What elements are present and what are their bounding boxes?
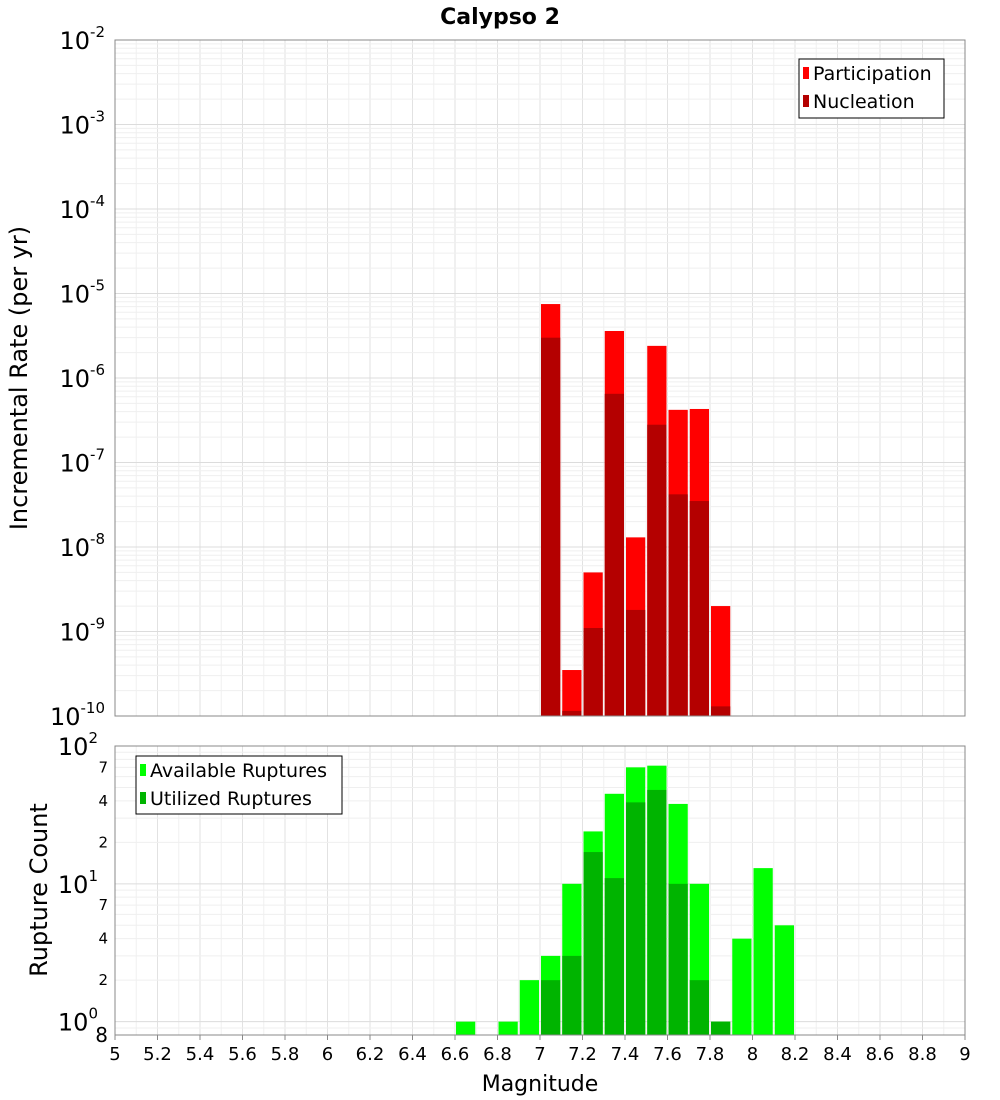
y-tick-label: 8 [95,1023,108,1047]
bottom-bar-utilized-ruptures [583,852,603,1035]
bottom-y-axis-label: Rupture Count [25,803,53,977]
top-bar-nucleation [626,609,646,716]
x-tick-label: 5.2 [143,1044,172,1065]
x-tick-label: 7.8 [696,1044,725,1065]
y-tick-label: 10-7 [59,446,105,478]
legend-label-participation: Participation [813,63,932,85]
x-tick-label: 9 [959,1044,970,1065]
top-bar-nucleation [562,710,582,716]
y-tick-label: 2 [98,833,108,851]
legend-swatch-utilized [140,792,146,804]
x-tick-label: 5.6 [228,1044,257,1065]
y-tick-label: 100 [58,1005,98,1037]
legend-swatch-nucleation [803,95,809,107]
bottom-bar-utilized-ruptures [562,955,582,1035]
legend-label-available: Available Ruptures [150,760,327,782]
y-tick-label: 10-8 [59,530,105,562]
chart-title: Calypso 2 [440,5,560,30]
legend-swatch-available [140,764,146,776]
y-tick-label: 4 [98,792,108,810]
top-grid [114,40,966,717]
y-tick-label: 4 [98,930,108,948]
x-tick-label: 7.4 [611,1044,640,1065]
x-axis-ticks: 5 5.2 5.4 5.6 5.8 6 6.2 6.4 6.6 6.8 7 7.2 7.4 7.6 7.8 8… [109,1035,971,1065]
x-axis-label: Magnitude [482,1072,599,1097]
bottom-bar-available-ruptures [519,980,539,1035]
bottom-bar-utilized-ruptures [647,789,667,1035]
bottom-bar-utilized-ruptures [541,980,561,1035]
bottom-bar-utilized-ruptures [711,1021,731,1035]
y-tick-label: 7 [98,758,108,776]
legend-label-nucleation: Nucleation [813,91,915,113]
x-tick-label: 6 [322,1044,333,1065]
top-bar-nucleation [711,706,731,716]
bottom-bar-available-ruptures [732,938,752,1035]
x-tick-label: 6.4 [398,1044,427,1065]
y-tick-label: 10-5 [59,277,105,309]
top-bar-nucleation [541,337,561,716]
x-tick-label: 8.4 [823,1044,852,1065]
top-y-axis-label: Incremental Rate (per yr) [5,226,33,530]
x-tick-label: 8 [747,1044,758,1065]
bottom-bars [456,765,794,1035]
x-tick-label: 5 [109,1044,120,1065]
x-tick-label: 8.6 [866,1044,895,1065]
top-legend: Participation Nucleation [798,58,945,119]
x-tick-label: 8.8 [908,1044,937,1065]
bottom-bar-utilized-ruptures [689,980,709,1035]
x-tick-label: 6.2 [356,1044,385,1065]
y-tick-label: 10-10 [50,699,105,731]
x-tick-label: 5.8 [271,1044,300,1065]
bottom-bar-available-ruptures [456,1021,476,1035]
top-bar-nucleation [604,393,624,716]
top-bar-participation [562,670,582,716]
x-tick-label: 7.6 [653,1044,682,1065]
top-legend-box [798,58,945,119]
y-tick-label: 10-3 [59,108,105,140]
x-tick-label: 7 [534,1044,545,1065]
y-tick-label: 7 [98,896,108,914]
top-bar-nucleation [668,494,688,716]
x-tick-label: 8.2 [781,1044,810,1065]
top-bar-nucleation [583,628,603,716]
bottom-bar-utilized-ruptures [668,883,688,1035]
y-tick-label: 10-9 [59,615,105,647]
bottom-bar-utilized-ruptures [604,878,624,1035]
x-tick-label: 7.2 [568,1044,597,1065]
y-tick-label: 101 [58,867,98,899]
bottom-bar-available-ruptures [753,868,773,1035]
top-plot-frame [114,39,966,717]
top-y-axis-ticks: 10-10 10-9 10-8 10-7 10-6 10-5 10-4 10-3 10-2 [50,23,105,731]
legend-swatch-participation [803,67,809,79]
x-tick-label: 6.8 [483,1044,512,1065]
bottom-bar-available-ruptures [498,1021,518,1035]
bottom-legend: Available Ruptures Utilized Ruptures [135,755,343,815]
bottom-bar-utilized-ruptures [626,802,646,1035]
top-bar-nucleation [689,501,709,716]
x-tick-label: 6.6 [441,1044,470,1065]
bottom-bar-available-ruptures [774,925,794,1035]
y-tick-label: 10-2 [59,23,105,55]
top-bars [541,304,731,716]
y-tick-label: 2 [98,971,108,989]
y-tick-label: 10-4 [59,192,105,224]
y-tick-label: 10-6 [59,361,105,393]
y-tick-label: 102 [58,729,98,761]
top-bar-participation [711,606,731,716]
x-tick-label: 5.4 [186,1044,215,1065]
top-bar-nucleation [647,424,667,716]
legend-label-utilized: Utilized Ruptures [150,788,312,810]
bottom-legend-box [135,755,343,815]
